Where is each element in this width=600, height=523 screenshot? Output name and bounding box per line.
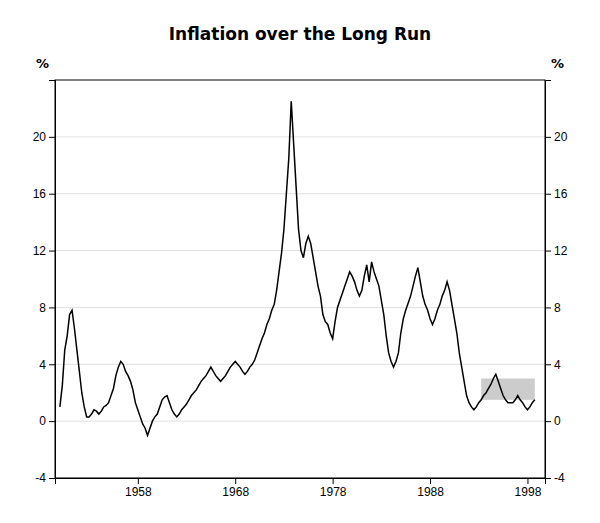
tick-label: 4 bbox=[39, 358, 46, 372]
x-axis: 1958 1968 1978 1988 1998 bbox=[56, 478, 546, 499]
data-area bbox=[60, 101, 535, 435]
y-axis-label: % bbox=[36, 56, 49, 71]
plot-frame bbox=[55, 80, 545, 478]
grid-line bbox=[55, 307, 545, 308]
line bbox=[60, 101, 535, 435]
axis-line bbox=[49, 81, 56, 479]
tick: 4 bbox=[39, 358, 55, 372]
tick-mark bbox=[138, 478, 139, 484]
tick-label: 16 bbox=[33, 187, 47, 201]
tick: 4 bbox=[545, 358, 561, 372]
tick-label: 1958 bbox=[125, 485, 152, 499]
tick-mark bbox=[545, 194, 551, 195]
tick-label: 16 bbox=[554, 187, 568, 201]
grid bbox=[55, 137, 545, 478]
tick-label: 8 bbox=[554, 301, 561, 315]
target-band bbox=[481, 379, 535, 400]
tick: 1988 bbox=[417, 478, 444, 499]
tick-mark bbox=[49, 478, 55, 479]
tick-mark bbox=[545, 251, 551, 252]
tick: 20 bbox=[545, 130, 568, 144]
tick-label: -4 bbox=[554, 471, 565, 485]
axis-line bbox=[546, 81, 552, 479]
tick-mark bbox=[545, 137, 551, 138]
tick-label: 12 bbox=[554, 244, 568, 258]
tick-label: 12 bbox=[33, 244, 47, 258]
tick-label: 0 bbox=[554, 414, 561, 428]
tick: -4 bbox=[35, 471, 55, 485]
tick-mark bbox=[49, 307, 55, 308]
tick-label: 20 bbox=[554, 130, 568, 144]
tick-mark bbox=[49, 137, 55, 138]
tick-mark bbox=[545, 478, 551, 479]
tick-label: 8 bbox=[39, 301, 46, 315]
plot: 1958 1968 1978 1988 1998 -4 0 4 8 12 16 20 -4 0 4 8 12 16… bbox=[33, 56, 568, 499]
y2-axis-label: % bbox=[551, 56, 564, 71]
axis-line bbox=[56, 479, 546, 485]
tick-mark bbox=[430, 478, 431, 484]
tick-mark bbox=[545, 364, 551, 365]
tick-mark bbox=[49, 251, 55, 252]
tick-label: 0 bbox=[39, 414, 46, 428]
grid-line bbox=[55, 364, 545, 365]
tick: 0 bbox=[545, 414, 561, 428]
chart: 1958 1968 1978 1988 1998 -4 0 4 8 12 16 20 -4 0 4 8 12 16… bbox=[0, 0, 600, 523]
tick: 8 bbox=[39, 301, 55, 315]
tick-mark bbox=[545, 421, 551, 422]
title: Inflation over the Long Run bbox=[169, 24, 431, 44]
grid-line bbox=[55, 193, 545, 194]
tick-label: 1978 bbox=[320, 485, 347, 499]
y-axis: -4 0 4 8 12 16 20 bbox=[33, 81, 56, 486]
tick-mark bbox=[235, 478, 236, 484]
tick: 8 bbox=[545, 301, 561, 315]
y2-axis: -4 0 4 8 12 16 20 bbox=[545, 81, 568, 486]
tick-mark bbox=[49, 194, 55, 195]
grid-line bbox=[55, 136, 545, 137]
tick: 0 bbox=[39, 414, 55, 428]
tick-label: 20 bbox=[33, 130, 47, 144]
tick: 12 bbox=[545, 244, 568, 258]
tick-mark bbox=[49, 364, 55, 365]
tick-label: -4 bbox=[35, 471, 46, 485]
grid-line bbox=[55, 421, 545, 422]
tick-label: 1988 bbox=[417, 485, 444, 499]
tick: 1968 bbox=[222, 478, 249, 499]
tick-mark bbox=[545, 307, 551, 308]
tick: -4 bbox=[545, 471, 565, 485]
tick-label: 1968 bbox=[222, 485, 249, 499]
tick: 1958 bbox=[125, 478, 152, 499]
tick-label: 4 bbox=[554, 358, 561, 372]
tick-mark bbox=[333, 478, 334, 484]
tick: 20 bbox=[33, 130, 55, 144]
grid-line bbox=[55, 250, 545, 251]
tick-mark bbox=[527, 478, 528, 484]
tick: 16 bbox=[33, 187, 55, 201]
tick-label: 1998 bbox=[515, 485, 542, 499]
tick-mark bbox=[49, 421, 55, 422]
tick: 12 bbox=[33, 244, 55, 258]
tick: 1978 bbox=[320, 478, 347, 499]
tick: 16 bbox=[545, 187, 568, 201]
tick: 1998 bbox=[515, 478, 542, 499]
